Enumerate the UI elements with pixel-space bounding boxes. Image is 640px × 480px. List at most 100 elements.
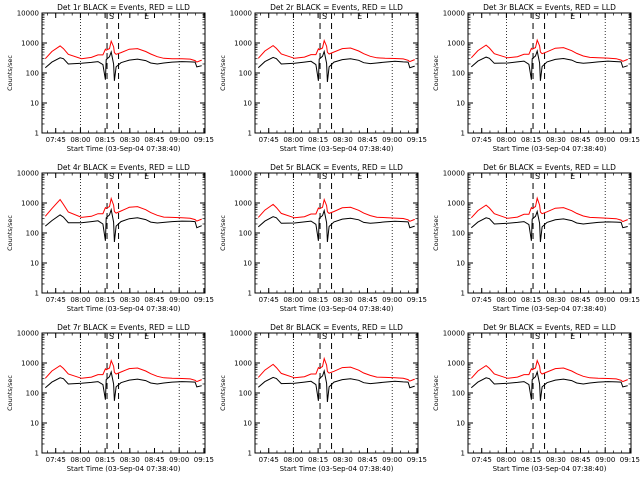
y-tick-label: 10 <box>456 100 465 108</box>
y-tick-label: 10 <box>243 260 252 268</box>
x-tick-label: 09:15 <box>620 136 640 144</box>
y-tick-label: 100 <box>452 390 465 398</box>
y-tick-label: 10000 <box>230 170 252 178</box>
y-tick-label: 1000 <box>234 40 252 48</box>
y-tick-label: 100 <box>239 70 252 78</box>
x-tick-label: 08:00 <box>70 136 90 144</box>
x-axis-label: Start Time (03-Sep-04 07:38:40) <box>493 305 607 313</box>
x-axis-label: Start Time (03-Sep-04 07:38:40) <box>493 145 607 153</box>
x-tick-label: 08:15 <box>95 296 115 304</box>
y-axis-label: Counts/sec <box>6 55 14 91</box>
start-mark: S <box>535 12 540 21</box>
x-tick-label: 08:15 <box>95 136 115 144</box>
y-tick-label: 10000 <box>17 10 39 18</box>
plot-frame <box>467 12 632 134</box>
y-tick-label: 10 <box>30 100 39 108</box>
y-tick-label: 1000 <box>234 200 252 208</box>
x-tick-label: 07:45 <box>472 296 492 304</box>
x-tick-label: 08:15 <box>95 456 115 464</box>
x-tick-label: 08:45 <box>357 296 377 304</box>
plot-frame <box>254 12 419 134</box>
x-tick-label: 09:15 <box>620 296 640 304</box>
x-tick-label: 08:45 <box>144 296 164 304</box>
plot-frame <box>41 172 206 294</box>
x-tick-label: 08:45 <box>144 136 164 144</box>
x-tick-label: 08:30 <box>333 456 353 464</box>
y-tick-label: 100 <box>26 390 39 398</box>
y-tick-label: 1 <box>461 290 465 298</box>
y-tick-label: 10 <box>243 420 252 428</box>
y-axis-label: Counts/sec <box>432 215 440 251</box>
start-mark: S <box>322 332 327 341</box>
panel-title: Det 4r BLACK = Events, RED = LLD <box>57 163 190 172</box>
x-tick-label: 08:00 <box>496 456 516 464</box>
x-tick-label: 08:00 <box>283 456 303 464</box>
x-tick-label: 09:00 <box>169 296 189 304</box>
lld-series-line <box>44 196 202 222</box>
events-series-line <box>470 370 628 401</box>
x-tick-label: 08:45 <box>357 136 377 144</box>
lld-series-line <box>44 358 202 383</box>
end-mark: E <box>570 172 575 181</box>
y-tick-label: 100 <box>26 70 39 78</box>
start-mark: S <box>109 12 114 21</box>
x-tick-label: 08:30 <box>120 456 140 464</box>
start-mark: S <box>109 172 114 181</box>
x-tick-label: 09:15 <box>194 456 214 464</box>
x-tick-label: 08:15 <box>521 296 541 304</box>
y-tick-label: 1 <box>461 450 465 458</box>
panel-title: Det 8r BLACK = Events, RED = LLD <box>270 323 403 332</box>
y-tick-label: 100 <box>452 230 465 238</box>
y-axis-label: Counts/sec <box>6 215 14 251</box>
y-axis-label: Counts/sec <box>219 55 227 91</box>
x-tick-label: 07:45 <box>472 456 492 464</box>
plot-frame <box>467 332 632 454</box>
y-tick-label: 10 <box>243 100 252 108</box>
x-tick-label: 08:15 <box>308 456 328 464</box>
y-tick-label: 1000 <box>447 200 465 208</box>
x-tick-label: 07:45 <box>259 296 279 304</box>
y-tick-label: 10 <box>30 420 39 428</box>
x-tick-label: 07:45 <box>46 456 66 464</box>
y-tick-label: 10000 <box>17 170 39 178</box>
x-tick-label: 08:00 <box>283 136 303 144</box>
x-tick-label: 08:15 <box>308 136 328 144</box>
plot-frame <box>41 12 206 134</box>
x-tick-label: 08:30 <box>120 296 140 304</box>
y-tick-label: 1 <box>461 130 465 138</box>
x-tick-label: 08:45 <box>570 136 590 144</box>
y-tick-label: 10 <box>30 260 39 268</box>
events-series-line <box>470 49 628 81</box>
x-tick-label: 08:00 <box>70 296 90 304</box>
y-tick-label: 10000 <box>443 330 465 338</box>
x-tick-label: 08:45 <box>144 456 164 464</box>
y-tick-label: 10000 <box>443 170 465 178</box>
y-axis-label: Counts/sec <box>432 375 440 411</box>
x-tick-label: 09:00 <box>169 456 189 464</box>
end-mark: E <box>144 12 149 21</box>
y-axis-label: Counts/sec <box>219 375 227 411</box>
x-tick-label: 08:00 <box>496 296 516 304</box>
start-mark: S <box>535 172 540 181</box>
y-tick-label: 100 <box>239 390 252 398</box>
y-tick-label: 100 <box>239 230 252 238</box>
y-tick-label: 1 <box>248 450 252 458</box>
lld-series-line <box>470 358 628 383</box>
end-mark: E <box>357 12 362 21</box>
events-series-line <box>44 207 202 243</box>
y-tick-label: 1000 <box>21 360 39 368</box>
lld-series-line <box>257 356 415 382</box>
y-tick-label: 1000 <box>21 40 39 48</box>
events-series-line <box>257 369 415 403</box>
y-tick-label: 1000 <box>447 360 465 368</box>
x-tick-label: 07:45 <box>259 136 279 144</box>
plot-frame <box>254 172 419 294</box>
x-tick-label: 08:30 <box>546 136 566 144</box>
x-tick-label: 07:45 <box>46 296 66 304</box>
end-mark: E <box>357 172 362 181</box>
